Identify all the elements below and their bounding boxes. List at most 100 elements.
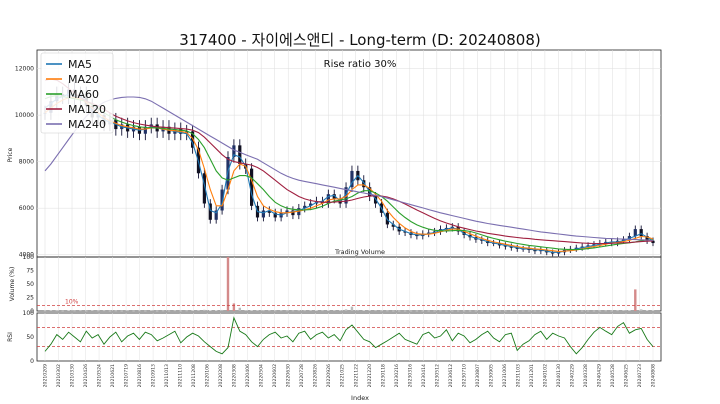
volume-bar [232, 303, 236, 311]
rsi-series-line [44, 316, 654, 355]
volume-bar [220, 309, 224, 311]
x-date-label: 20230807 [475, 364, 481, 387]
x-date-label: 20220106 [205, 364, 211, 387]
x-date-label: 20231103 [515, 364, 521, 387]
volume-bar [344, 309, 348, 311]
price-candle [627, 236, 631, 240]
x-date-label: 20210719 [124, 364, 130, 387]
x-date-label: 20230612 [448, 364, 454, 387]
x-date-label: 20210302 [56, 364, 62, 387]
price-candle [391, 224, 395, 227]
x-date-label: 20231201 [529, 364, 535, 387]
x-date-label: 20240102 [542, 364, 548, 387]
volume-bar [356, 309, 360, 311]
x-date-label: 20211208 [191, 364, 197, 387]
x-date-label: 20220602 [272, 364, 278, 387]
price-candle [208, 203, 212, 220]
x-date-label: 20230118 [380, 364, 386, 387]
volume-bar [238, 307, 241, 311]
price-candle [403, 231, 407, 233]
rsi-y-tick-label: 50 [26, 334, 34, 341]
price-y-tick-label: 12000 [15, 66, 34, 73]
legend-label-ma240: MA240 [68, 118, 106, 131]
price-candle [326, 194, 330, 204]
volume-bar [209, 310, 212, 311]
x-date-label: 20240808 [651, 364, 657, 387]
price-y-tick-label: 10000 [15, 112, 34, 119]
price-candle [645, 236, 649, 241]
chart-title: 317400 - 자이에스앤디 - Long-term (D: 20240808… [179, 31, 541, 49]
volume-y-tick-label: 50 [26, 281, 34, 288]
x-date-label: 20210330 [70, 364, 76, 387]
volume-y-tick-label: 100 [23, 254, 35, 261]
volume-bar [244, 310, 247, 311]
x-date-label: 20240429 [596, 364, 602, 387]
x-axis-label: Index [351, 394, 369, 402]
price-candle [533, 250, 537, 252]
volume-bar [226, 257, 230, 311]
price-candle [574, 247, 578, 249]
legend-label-ma20: MA20 [68, 73, 99, 86]
x-date-label: 20220728 [299, 364, 305, 387]
legend-label-ma60: MA60 [68, 88, 99, 101]
legend-box [40, 52, 114, 134]
series-line-ma120 [44, 78, 654, 245]
x-date-label: 20221122 [353, 364, 359, 387]
price-grid [37, 50, 661, 257]
price-candle [250, 168, 254, 206]
legend-label-ma5: MA5 [68, 58, 92, 71]
x-date-label: 20240528 [610, 364, 616, 387]
price-panel: 4000 6000 8000 10000 12000 Price Rise ratio … [7, 49, 662, 259]
volume-bars [43, 257, 655, 312]
price-candle [556, 252, 561, 254]
rsi-y-tick-label: 0 [30, 358, 34, 365]
x-date-label: 20220926 [326, 364, 332, 387]
price-candle [515, 247, 519, 249]
x-date-label: 20210209 [43, 364, 49, 387]
volume-y-ticks: 0 25 50 75 100 [23, 254, 35, 315]
volume-title: Trading Volume [334, 248, 385, 256]
price-candle [309, 203, 313, 206]
price-candle [592, 244, 596, 246]
price-candle [303, 205, 307, 209]
price-candle [509, 246, 513, 248]
x-date-label: 20211013 [164, 364, 170, 387]
volume-y-label: Volume (%) [9, 267, 16, 302]
price-y-ticks: 4000 6000 8000 10000 12000 [15, 66, 34, 259]
legend-label-ma120: MA120 [68, 103, 106, 116]
x-date-label: 20211110 [178, 364, 184, 387]
price-candle [639, 229, 643, 237]
price-candle [202, 173, 206, 204]
price-candle [344, 187, 348, 204]
price-candle [214, 210, 218, 220]
price-bars [43, 81, 655, 257]
x-date-label: 20220308 [232, 364, 238, 387]
rsi-line [44, 316, 654, 355]
price-y-tick-label: 4000 [19, 252, 34, 259]
series-line-ma5 [44, 93, 654, 253]
price-candle [432, 231, 437, 233]
price-candle [362, 180, 366, 188]
x-date-label: 20220504 [259, 364, 265, 387]
x-date-label: 20220630 [286, 364, 292, 387]
price-candle [220, 189, 224, 211]
x-date-label: 20210426 [83, 364, 89, 387]
price-candle [415, 234, 419, 237]
price-candle [551, 252, 555, 254]
volume-y-tick-label: 0 [30, 308, 34, 315]
price-candle [273, 212, 277, 218]
price-candle [444, 227, 448, 230]
price-candle [261, 210, 266, 218]
x-date-label: 20230905 [488, 364, 494, 387]
rsi-panel-frame [36, 312, 662, 362]
x-date-label: 20230414 [421, 364, 427, 387]
volume-bar [327, 310, 330, 311]
x-date-label: 20210913 [151, 364, 157, 387]
x-date-label: 20230512 [434, 364, 440, 387]
x-date-label: 20230316 [407, 364, 413, 387]
x-date-label: 20221220 [367, 364, 373, 387]
price-candle [332, 194, 336, 199]
x-date-label: 20210621 [110, 364, 116, 387]
x-date-label: 20230710 [461, 364, 467, 387]
